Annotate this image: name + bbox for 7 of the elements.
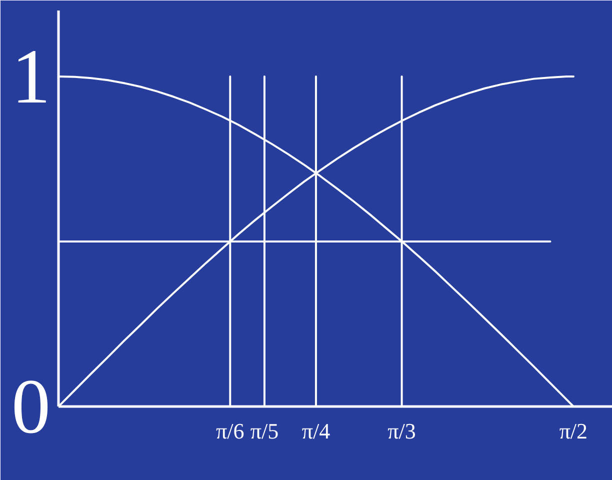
x-tick-label: π/3 <box>388 418 416 444</box>
x-tick-label: π/5 <box>250 418 279 444</box>
y-tick-label: 1 <box>12 32 50 120</box>
y-tick-label: 0 <box>12 362 50 450</box>
x-tick-label: π/2 <box>559 418 588 444</box>
x-tick-label: π/6 <box>216 418 244 444</box>
x-tick-label: π/4 <box>302 418 330 444</box>
